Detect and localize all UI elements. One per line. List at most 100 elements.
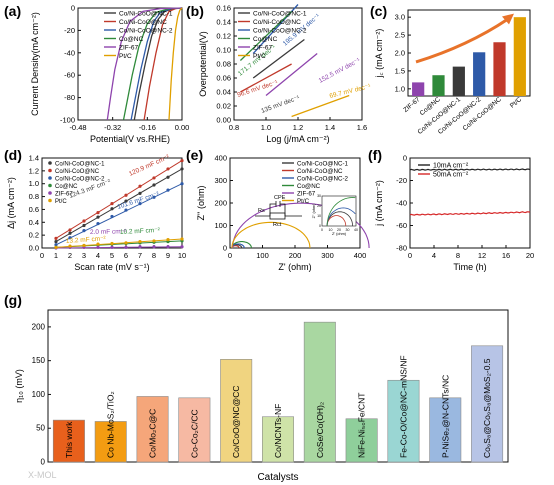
data-point (138, 239, 142, 244)
y-tick-label: 0.8 (29, 192, 39, 201)
legend-marker (48, 161, 52, 165)
panel-c: 1.01.52.02.53.0j꜀ (mA cm⁻²)ZIF-67Co@NCCo… (374, 9, 531, 136)
y-tick-label: 200 (32, 322, 46, 331)
legend-marker (48, 183, 52, 188)
y-tick-label: 0.06 (216, 74, 231, 83)
y-axis-label: Δj (mA cm⁻²) (6, 177, 16, 229)
y-tick-label: 0.6 (29, 205, 39, 214)
y-tick-label: 0.00 (216, 116, 231, 125)
legend-entry: Pt/C (55, 199, 67, 205)
bar (432, 75, 445, 96)
y-tick-label: -60 (396, 221, 407, 230)
trend-arrow (415, 17, 509, 64)
watermark: X-MOL (28, 470, 57, 480)
fit-line (55, 238, 183, 248)
x-tick-label: 10 (178, 251, 186, 260)
data-point (180, 158, 184, 163)
series-line (231, 221, 311, 249)
y-tick-label: -20 (396, 176, 407, 185)
data-point (152, 183, 156, 187)
inset-y-tick-label: 30 (317, 194, 321, 198)
y-tick-label: 0.12 (216, 32, 231, 41)
x-tick-label: 8 (152, 251, 156, 260)
inset-y-tick-label: 20 (317, 204, 321, 208)
x-axis-label: Catalysts (257, 472, 298, 483)
y-axis-label: η₁₀ (mV) (14, 369, 24, 403)
y-tick-label: 300 (214, 176, 227, 185)
y-tick-label: 0.2 (29, 231, 39, 240)
y-tick-label: 1.5 (395, 66, 405, 75)
inset-y-tick-label: 0 (319, 224, 321, 228)
data-point (96, 215, 100, 219)
bar (345, 418, 378, 463)
y-tick-label: 0.14 (216, 18, 231, 27)
data-point (96, 245, 100, 249)
legend-entry: Co/Ni-CoO@NC-1 (119, 11, 173, 18)
panel-label-e: (e) (186, 147, 203, 163)
bar-category-label: Co/Mo₂C@C (148, 409, 158, 458)
plot-frame (77, 7, 183, 121)
legend-entry: Co/Ni-CoO@NC (297, 168, 343, 175)
y-tick-label: 0 (71, 4, 75, 13)
data-label: 13.2 mF cm⁻² (66, 235, 107, 245)
y-tick-label: 0.04 (216, 88, 231, 97)
bar (493, 42, 506, 96)
legend-entry: Co/Ni-CoO@NC-2 (297, 176, 349, 183)
fit-line (55, 168, 183, 243)
circuit-cpe (269, 201, 286, 216)
y-tick-label: 1.2 (29, 166, 39, 175)
x-tick-label: 4 (432, 251, 436, 260)
bar (429, 397, 462, 463)
data-point (96, 221, 100, 226)
data-point (152, 239, 156, 243)
legend-entry: ZIF-67 (55, 191, 73, 197)
legend-marker (48, 191, 52, 195)
y-tick-label: 0 (403, 154, 407, 163)
plot-frame (409, 157, 531, 249)
bar-category-label: Co₉S₈@Co₉S₈@MoS₂-0.5 (482, 358, 492, 458)
legend-entry: Pt/C (297, 198, 310, 205)
data-point (180, 245, 184, 249)
inset-x-tick-label: 20 (337, 228, 341, 232)
legend-entry: Co@NC (119, 36, 144, 43)
x-tick-label: 100 (256, 251, 269, 260)
y-axis-label: j꜀ (mA cm⁻²) (374, 29, 384, 79)
inset-y-axis-label: Z'' (ohm) (312, 203, 316, 218)
series-line (239, 11, 293, 61)
series-line (409, 211, 531, 216)
bar-category-label: Co/NCNTs-NF (273, 404, 283, 458)
x-tick-label: 6 (124, 251, 128, 260)
data-point (152, 176, 156, 180)
legend-entry: Co@NC (297, 183, 321, 190)
panel-g: 0 50 100 150 200 η₁₀ (mV) Catalysts This work Co… (14, 309, 509, 483)
y-axis-label: Overpotential(V) (198, 31, 208, 97)
data-point (110, 207, 114, 211)
panel-d: 0 1 2 3 4 5 6 7 8 9 10 0.0 0.2 0.4 0.6 0.8 1.0 1.2 1.4 Scan… (6, 153, 186, 272)
y-tick-label: 0.08 (216, 60, 231, 69)
series-line (130, 7, 183, 121)
fit-line (55, 160, 183, 239)
legend-entry: 50mA cm⁻² (433, 172, 469, 179)
panel-label-b: (b) (186, 3, 204, 19)
plot-frame (407, 9, 531, 97)
x-tick-label: 1.6 (357, 123, 367, 132)
x-tick-label: 300 (321, 251, 334, 260)
x-tick-label: -0.48 (69, 123, 86, 132)
data-point (124, 241, 128, 245)
data-point (124, 199, 128, 203)
legend-entry: Co/Ni-CoO@NC (55, 169, 100, 175)
bar (178, 397, 211, 463)
data-point (54, 245, 58, 249)
bar (473, 52, 486, 96)
data-point (54, 236, 58, 240)
y-tick-label: 0.10 (216, 46, 231, 55)
bar-category-label: Co/CoO@NC@CC (231, 385, 241, 458)
bar-category-label: P-NiSe₂@N-CNTs/NC (440, 375, 450, 458)
series-line (106, 7, 183, 121)
panel-a: -0.48 -0.32 -0.16 0.00 -100 -80 -60 -40 -20 0 Pote… (30, 4, 189, 145)
y-tick-label: -20 (64, 26, 75, 35)
y-tick-label: 1.4 (29, 154, 39, 163)
x-tick-label: 20 (526, 251, 534, 260)
fit-line (55, 183, 183, 246)
